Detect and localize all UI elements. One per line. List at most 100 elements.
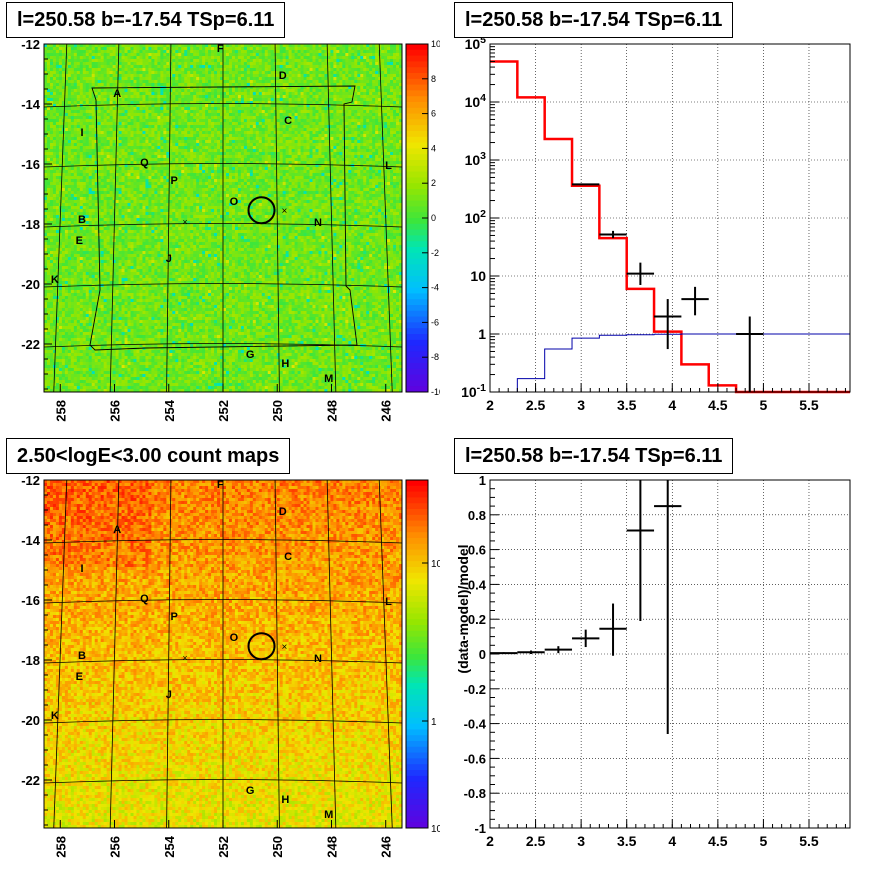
map-cell — [127, 98, 131, 102]
map-cell — [136, 137, 140, 141]
map-cell — [360, 65, 364, 69]
map-cell — [58, 131, 63, 135]
map-cell — [261, 164, 266, 168]
map-cell — [348, 71, 352, 75]
map-cell — [309, 86, 313, 90]
map-cell — [258, 65, 263, 69]
map-cell — [127, 137, 131, 141]
map-cell — [294, 119, 298, 123]
map-cell — [324, 71, 328, 75]
map-cell — [246, 101, 251, 105]
map-cell — [190, 56, 194, 60]
map-cell — [139, 113, 143, 117]
map-cell — [142, 110, 146, 114]
map-cell — [142, 152, 146, 156]
map-cell — [372, 77, 376, 81]
map-cell — [309, 110, 313, 114]
map-cell — [246, 53, 251, 57]
map-cell — [49, 86, 54, 90]
map-cell — [136, 110, 140, 114]
map-cell — [378, 74, 382, 78]
map-cell — [294, 62, 298, 66]
map-cell — [357, 92, 361, 96]
map-cell — [109, 65, 114, 69]
map-cell — [88, 95, 93, 99]
map-cell — [231, 77, 236, 81]
map-cell — [214, 80, 218, 84]
map-cell — [246, 110, 251, 114]
map-cell — [294, 80, 298, 84]
map-cell — [396, 68, 400, 72]
map-cell — [252, 140, 257, 144]
map-cell — [211, 80, 215, 84]
map-cell — [354, 86, 358, 90]
map-cell — [246, 116, 251, 120]
map-cell — [297, 122, 301, 126]
map-cell — [73, 101, 78, 105]
map-cell — [139, 110, 143, 114]
map-cell — [85, 110, 90, 114]
map-cell — [202, 134, 206, 138]
map-cell — [46, 149, 51, 153]
map-cell — [58, 155, 63, 159]
map-cell — [276, 137, 281, 141]
map-cell — [366, 44, 370, 48]
map-cell — [396, 77, 400, 81]
map-cell — [255, 95, 260, 99]
map-cell — [103, 161, 108, 165]
map-cell — [127, 167, 131, 171]
map-cell — [217, 44, 221, 48]
map-cell — [112, 107, 116, 111]
map-cell — [294, 104, 298, 108]
map-cell — [345, 71, 349, 75]
map-cell — [217, 152, 221, 156]
map-cell — [97, 83, 102, 87]
map-cell — [360, 50, 364, 54]
map-cell — [258, 110, 263, 114]
map-cell — [336, 161, 340, 165]
map-cell — [76, 167, 81, 171]
map-cell — [52, 89, 57, 93]
map-cell — [285, 80, 290, 84]
map-cell — [142, 53, 146, 57]
map-cell — [330, 92, 334, 96]
map-cell — [202, 104, 206, 108]
map-cell — [306, 143, 310, 147]
map-cell — [145, 59, 149, 63]
map-cell — [279, 68, 284, 72]
map-cell — [64, 71, 69, 75]
map-cell — [315, 50, 319, 54]
map-cell — [225, 65, 230, 69]
map-cell — [249, 95, 254, 99]
map-cell — [202, 140, 206, 144]
map-cell — [285, 56, 290, 60]
map-cell — [112, 146, 116, 150]
map-cell — [127, 164, 131, 168]
map-cell — [151, 95, 155, 99]
map-cell — [151, 92, 155, 96]
map-cell — [100, 134, 105, 138]
map-cell — [321, 122, 325, 126]
map-cell — [178, 158, 182, 162]
map-cell — [300, 164, 304, 168]
map-cell — [312, 128, 316, 132]
map-cell — [49, 98, 54, 102]
map-cell — [345, 146, 349, 150]
map-cell — [381, 50, 385, 54]
map-cell — [115, 131, 119, 135]
map-cell — [73, 122, 78, 126]
map-cell — [231, 125, 236, 129]
map-cell — [67, 50, 72, 54]
map-cell — [303, 92, 307, 96]
map-cell — [136, 89, 140, 93]
map-cell — [115, 137, 119, 141]
map-cell — [49, 68, 54, 72]
map-cell — [363, 149, 367, 153]
map-cell — [67, 155, 72, 159]
map-cell — [279, 86, 284, 90]
map-cell — [163, 161, 167, 165]
map-cell — [169, 116, 173, 120]
map-cell — [255, 131, 260, 135]
map-cell — [360, 143, 364, 147]
map-cell — [363, 53, 367, 57]
